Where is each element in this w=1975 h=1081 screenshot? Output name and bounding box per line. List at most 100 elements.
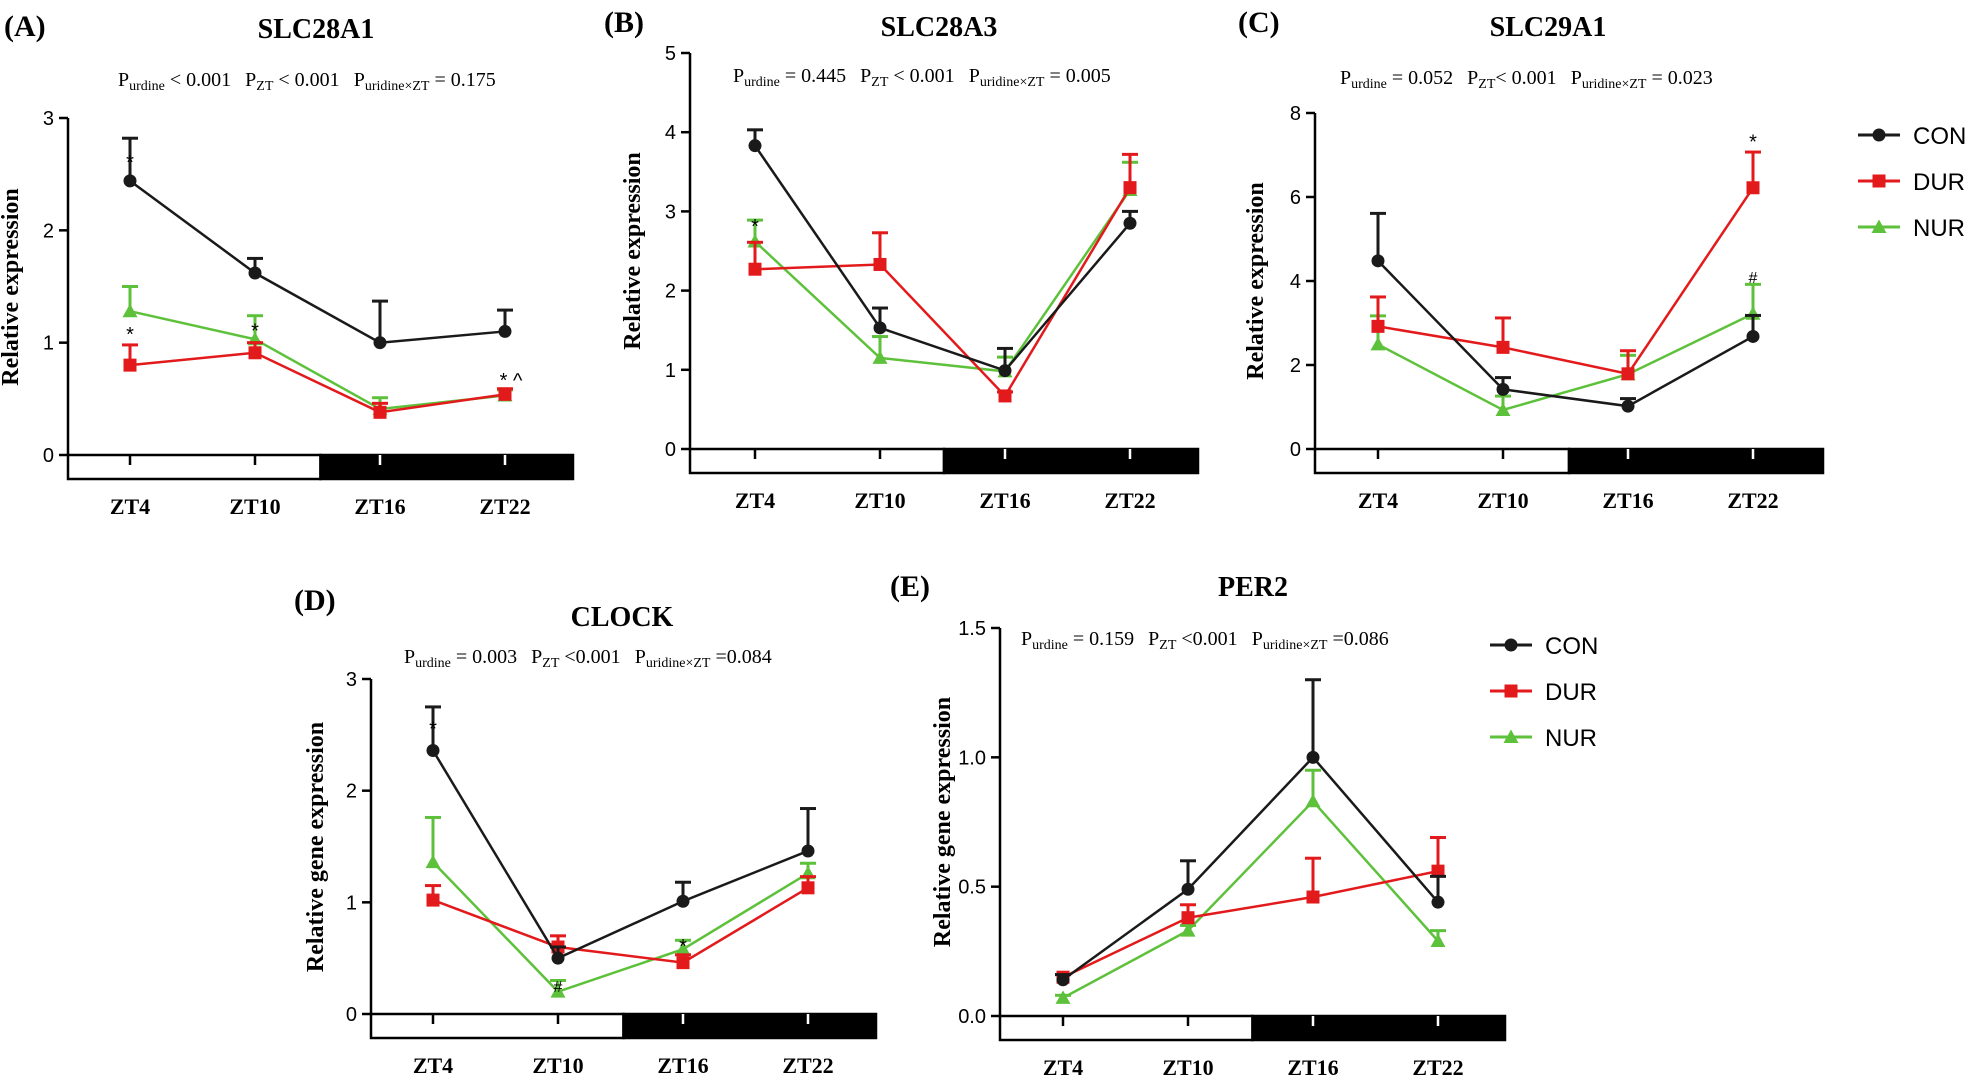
y-tick-label: 2: [43, 220, 54, 242]
significance-mark: * ^: [500, 370, 523, 392]
marker-con: [1504, 638, 1518, 652]
x-tick-label: ZT16: [657, 1053, 708, 1078]
x-tick-label: ZT4: [110, 494, 150, 519]
marker-dur: [1504, 684, 1518, 698]
stats-line: Purdine = 0.003 PZT <0.001 Puridine×ZT =0.…: [404, 646, 772, 671]
marker-con: [1496, 382, 1510, 396]
marker-con: [676, 894, 690, 908]
marker-con: [426, 743, 440, 757]
dark-phase-bar: [622, 1012, 878, 1040]
x-tick-label: ZT10: [229, 494, 280, 519]
legend-label-nur: NUR: [1545, 725, 1597, 752]
stat-value: = 0.003: [451, 646, 517, 668]
series-line: [432, 861, 809, 994]
stat-value: < 0.001: [888, 65, 954, 87]
stat-value: = 0.052: [1387, 67, 1453, 89]
y-tick-label: 3: [43, 108, 54, 130]
marker-dur: [1496, 340, 1510, 354]
stat-value: < 0.001: [1495, 67, 1556, 89]
y-tick-label: 3: [346, 669, 357, 691]
series-dur: [1055, 836, 1446, 984]
y-tick-label: 1.5: [958, 618, 986, 640]
stats-line: Purdine = 0.159 PZT <0.001 Puridine×ZT =0.…: [1021, 628, 1389, 653]
marker-nur: [1503, 729, 1519, 743]
marker-nur: [1305, 793, 1321, 808]
marker-nur: [550, 984, 566, 998]
x-tick-label: ZT4: [413, 1053, 453, 1078]
marker-con: [1056, 973, 1070, 987]
y-tick-label: 6: [1290, 187, 1301, 209]
stat-p-label: P: [860, 65, 871, 87]
legend-legend_top: CON DUR NUR: [1858, 123, 1966, 242]
stat-p-label: P: [531, 646, 542, 668]
series-nur: [1055, 768, 1446, 1004]
y-tick-label: 2: [1290, 355, 1301, 377]
y-tick-label: 2: [346, 781, 357, 803]
marker-con: [1621, 399, 1635, 413]
stat-p-label: P: [1467, 67, 1478, 89]
stat-subscript: ZT: [1478, 77, 1496, 92]
x-tick-label: ZT10: [1162, 1055, 1213, 1080]
marker-nur: [1430, 933, 1446, 947]
chart-title: SLC28A1: [258, 14, 375, 45]
y-axis-label: Relative expression: [1243, 182, 1269, 380]
marker-dur: [998, 389, 1012, 403]
y-tick-label: 8: [1290, 103, 1301, 125]
marker-con: [748, 139, 762, 153]
y-tick-label: 0: [1290, 439, 1301, 461]
series-con: [1370, 211, 1761, 413]
legend-label-dur: DUR: [1913, 169, 1965, 196]
marker-con: [998, 364, 1012, 378]
marker-nur: [425, 854, 441, 869]
y-tick-label: 0: [346, 1004, 357, 1026]
stat-p-label: P: [635, 646, 646, 668]
stat-p-label: P: [1148, 628, 1159, 650]
stat-value: < 0.001: [273, 69, 339, 91]
stat-subscript: uridine×ZT: [1263, 638, 1328, 653]
series-con: [425, 705, 816, 965]
y-tick-label: 0.0: [958, 1006, 986, 1028]
stat-subscript: ZT: [256, 79, 274, 94]
stat-subscript: uridine×ZT: [980, 75, 1045, 90]
marker-dur: [676, 956, 690, 970]
marker-dur: [1306, 890, 1320, 904]
series-line: [129, 351, 506, 414]
marker-dur: [498, 387, 512, 401]
stat-value: =0.084: [710, 646, 771, 668]
marker-dur: [1746, 181, 1760, 195]
stat-subscript: urdine: [1032, 638, 1068, 653]
significance-mark: *: [126, 324, 134, 346]
x-tick-label: ZT4: [1358, 488, 1398, 513]
legend-label-nur: NUR: [1913, 215, 1965, 242]
y-axis-label: Relative expression: [620, 152, 646, 350]
dark-phase-bar: [1567, 447, 1825, 475]
stats-line: Purdine = 0.052 PZT< 0.001 Puridine×ZT = 0…: [1340, 67, 1713, 92]
stat-p-label: P: [969, 65, 980, 87]
marker-dur: [123, 358, 137, 372]
significance-mark: *: [679, 936, 687, 958]
marker-dur: [1123, 181, 1137, 195]
series-dur: [122, 341, 513, 419]
marker-nur: [1055, 990, 1071, 1004]
series-con: [1055, 678, 1446, 987]
panel-label: (B): [604, 6, 644, 39]
stat-p-label: P: [1571, 67, 1582, 89]
series-line: [1377, 187, 1755, 376]
series-con: [122, 136, 513, 350]
stat-value: < 0.001: [165, 69, 231, 91]
stat-value: = 0.445: [780, 65, 846, 87]
light-phase-bar: [998, 1014, 1254, 1042]
stat-p-label: P: [354, 69, 365, 91]
marker-con: [1872, 128, 1886, 142]
marker-con: [123, 174, 137, 188]
marker-dur: [1181, 911, 1195, 925]
marker-dur: [1872, 174, 1886, 188]
y-axis-label: Relative gene expression: [930, 697, 956, 947]
stat-value: = 0.023: [1646, 67, 1712, 89]
y-tick-label: 5: [665, 43, 676, 65]
x-tick-label: ZT16: [1287, 1055, 1338, 1080]
y-tick-label: 2: [665, 281, 676, 303]
y-axis-label: Relative expression: [0, 188, 24, 386]
